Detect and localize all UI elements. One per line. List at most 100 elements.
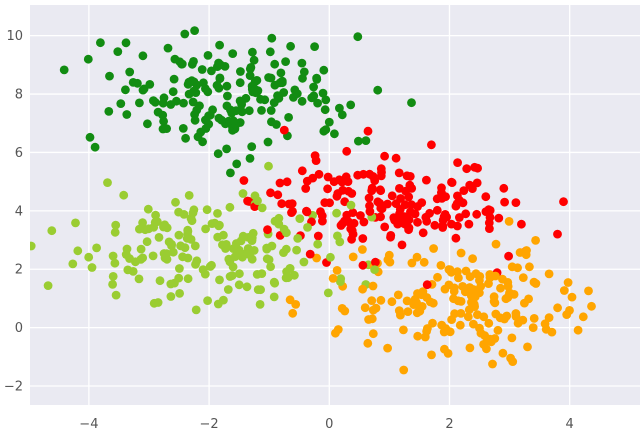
scatter-point-left-yellowgreen-blob — [336, 274, 346, 284]
scatter-point-middle-red-blob — [404, 192, 414, 202]
scatter-point-bottom-right-orange-blob — [475, 276, 484, 285]
scatter-point-left-yellowgreen-blob — [262, 254, 272, 264]
scatter-point-top-dark-green-blob — [158, 124, 168, 134]
scatter-point-bottom-right-orange-blob — [419, 257, 429, 267]
scatter-point-left-yellowgreen-blob — [108, 272, 118, 281]
scatter-point-top-dark-green-blob — [275, 78, 285, 88]
scatter-point-middle-red-blob — [442, 212, 451, 222]
y-tick-label: 2 — [15, 263, 23, 278]
scatter-point-middle-red-blob — [239, 176, 249, 185]
scatter-point-top-dark-green-blob — [320, 105, 330, 115]
scatter-point-middle-red-blob — [553, 229, 562, 239]
scatter-point-left-yellowgreen-blob — [30, 241, 36, 251]
scatter-point-left-yellowgreen-blob — [242, 282, 252, 292]
scatter-point-bottom-right-orange-blob — [468, 254, 477, 263]
scatter-point-left-yellowgreen-blob — [47, 226, 57, 236]
scatter-point-left-yellowgreen-blob — [179, 210, 189, 219]
scatter-point-middle-red-blob — [305, 249, 315, 259]
scatter-point-top-dark-green-blob — [297, 96, 307, 106]
scatter-point-top-dark-green-blob — [188, 97, 198, 107]
scatter-point-middle-red-blob — [517, 219, 526, 229]
scatter-point-bottom-right-orange-blob — [449, 294, 458, 304]
scatter-point-middle-red-blob — [481, 192, 491, 202]
scatter-point-top-dark-green-blob — [143, 119, 152, 129]
scatter-point-bottom-right-orange-blob — [358, 245, 367, 254]
scatter-point-bottom-right-orange-blob — [511, 309, 521, 318]
scatter-point-middle-red-blob — [243, 196, 253, 206]
scatter-point-top-dark-green-blob — [232, 159, 242, 169]
scatter-point-left-yellowgreen-blob — [257, 203, 267, 213]
scatter-point-left-yellowgreen-blob — [178, 252, 188, 262]
scatter-point-top-dark-green-blob — [85, 132, 95, 142]
scatter-point-left-yellowgreen-blob — [238, 231, 248, 241]
scatter-point-middle-red-blob — [359, 169, 368, 179]
scatter-point-top-dark-green-blob — [226, 168, 235, 178]
scatter-point-left-yellowgreen-blob — [175, 264, 184, 273]
scatter-point-middle-red-blob — [287, 208, 296, 218]
scatter-point-left-yellowgreen-blob — [370, 265, 379, 274]
scatter-point-middle-red-blob — [396, 194, 405, 203]
scatter-point-top-dark-green-blob — [170, 54, 180, 64]
scatter-point-top-dark-green-blob — [299, 67, 309, 77]
scatter-point-left-yellowgreen-blob — [282, 267, 291, 276]
scatter-point-top-dark-green-blob — [245, 71, 255, 80]
scatter-point-middle-red-blob — [395, 209, 404, 219]
scatter-point-top-dark-green-blob — [138, 51, 148, 61]
scatter-point-top-dark-green-blob — [270, 59, 280, 69]
scatter-point-top-dark-green-blob — [284, 113, 293, 122]
scatter-point-left-yellowgreen-blob — [155, 276, 165, 286]
scatter-point-bottom-right-orange-blob — [458, 282, 467, 291]
scatter-point-middle-red-blob — [332, 191, 342, 201]
scatter-point-middle-red-blob — [418, 228, 428, 238]
scatter-point-top-dark-green-blob — [353, 32, 363, 42]
scatter-point-left-yellowgreen-blob — [346, 200, 356, 210]
scatter-point-left-yellowgreen-blob — [191, 305, 201, 315]
scatter-point-left-yellowgreen-blob — [248, 228, 258, 238]
x-tick-label: −2 — [200, 417, 219, 432]
scatter-point-middle-red-blob — [387, 191, 397, 201]
scatter-point-middle-red-blob — [452, 199, 462, 209]
scatter-point-top-dark-green-blob — [205, 110, 215, 120]
scatter-point-left-yellowgreen-blob — [214, 221, 224, 231]
scatter-point-top-dark-green-blob — [214, 58, 224, 68]
scatter-point-middle-red-blob — [484, 205, 494, 215]
scatter-point-middle-red-blob — [462, 164, 472, 174]
scatter-point-left-yellowgreen-blob — [68, 259, 78, 269]
scatter-point-left-yellowgreen-blob — [166, 292, 176, 301]
scatter-point-left-yellowgreen-blob — [252, 270, 262, 279]
scatter-point-bottom-right-orange-blob — [504, 217, 514, 226]
scatter-point-top-dark-green-blob — [197, 65, 207, 74]
scatter-point-bottom-right-orange-blob — [523, 342, 532, 352]
scatter-point-left-yellowgreen-blob — [203, 296, 213, 305]
scatter-point-left-yellowgreen-blob — [111, 220, 121, 230]
scatter-point-left-yellowgreen-blob — [160, 253, 170, 263]
scatter-point-bottom-right-orange-blob — [363, 338, 373, 348]
scatter-point-middle-red-blob — [422, 216, 432, 226]
scatter-point-left-yellowgreen-blob — [183, 225, 193, 235]
scatter-point-bottom-right-orange-blob — [436, 261, 446, 270]
scatter-point-bottom-right-orange-blob — [507, 262, 517, 272]
scatter-point-middle-red-blob — [451, 233, 461, 243]
scatter-point-middle-red-blob — [407, 184, 417, 193]
scatter-point-middle-red-blob — [470, 162, 479, 172]
scatter-point-top-dark-green-blob — [149, 96, 158, 105]
scatter-point-top-dark-green-blob — [189, 57, 198, 66]
scatter-point-middle-red-blob — [425, 208, 434, 218]
scatter-point-middle-red-blob — [422, 280, 432, 290]
scatter-point-middle-red-blob — [465, 180, 475, 190]
scatter-point-left-yellowgreen-blob — [269, 292, 279, 302]
scatter-point-middle-red-blob — [342, 146, 352, 156]
scatter-point-bottom-right-orange-blob — [491, 309, 501, 319]
scatter-point-top-dark-green-blob — [310, 42, 319, 51]
scatter-point-top-dark-green-blob — [248, 47, 257, 57]
scatter-point-left-yellowgreen-blob — [221, 244, 230, 253]
scatter-point-middle-red-blob — [370, 176, 380, 186]
scatter-point-bottom-right-orange-blob — [423, 324, 432, 333]
scatter-point-left-yellowgreen-blob — [190, 241, 200, 251]
scatter-point-left-yellowgreen-blob — [110, 227, 120, 237]
scatter-point-bottom-right-orange-blob — [518, 273, 528, 282]
scatter-point-middle-red-blob — [297, 166, 307, 176]
scatter-point-top-dark-green-blob — [207, 66, 216, 76]
scatter-point-middle-red-blob — [380, 222, 390, 232]
